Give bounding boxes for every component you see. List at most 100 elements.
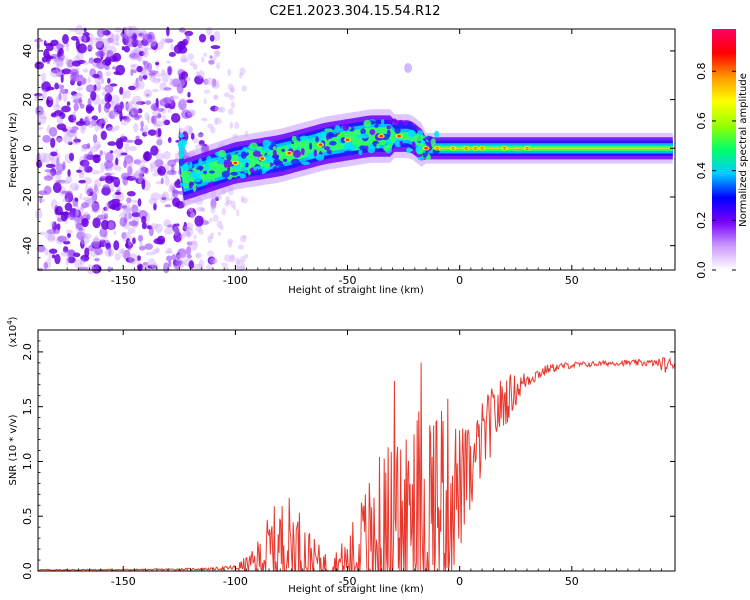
noise-blob [34,61,45,70]
signal-blob [196,169,201,174]
signal-blob [278,164,286,172]
signal-hotspot [397,134,401,138]
noise-blob [241,85,248,92]
noise-blob [90,119,98,127]
noise-blob [218,106,226,113]
noise-blob [183,221,187,231]
noise-blob [108,247,112,257]
signal-blob [365,145,369,150]
noise-blob [128,85,136,91]
noise-blob [212,214,219,223]
noise-blob [76,87,84,91]
noise-blob [79,118,84,124]
noise-blob [103,151,107,156]
noise-blob [130,105,139,116]
noise-blob [180,71,189,80]
noise-blob [191,240,198,246]
noise-blob [63,240,71,245]
noise-blob [52,170,63,176]
noise-blob [144,60,149,70]
signal-blob [210,154,216,159]
signal-hotspot [379,134,383,138]
signal-blob [369,129,376,135]
noise-blob [75,24,84,36]
noise-blob [43,152,51,164]
signal-blob [426,155,431,160]
noise-blob [122,206,132,216]
noise-blob [93,37,99,41]
noise-blob [61,43,70,47]
noise-blob [105,123,113,131]
signal-blob [179,173,189,178]
noise-blob [216,79,220,86]
noise-blob [107,37,114,43]
noise-blob [207,250,214,257]
noise-blob [53,162,63,170]
noise-blob [116,139,124,150]
signal-blob [249,142,258,150]
noise-blob [110,94,120,105]
noise-blob [86,188,94,197]
signal-blob [406,147,412,154]
signal-blob [188,181,193,189]
noise-blob [105,71,111,77]
noise-blob [152,88,159,93]
colorbar: 0.0 0.2 0.4 0.6 0.8 Normalized spectral ampl… [695,29,749,279]
noise-blob [100,162,105,174]
signal-blob [400,122,405,128]
noise-blob [100,238,105,242]
signal-blob [302,145,309,149]
noise-blob [78,179,86,184]
noise-blob [126,190,136,197]
signal-blob [363,119,372,128]
noise-blob [78,97,82,106]
noise-blob [101,186,111,196]
noise-blob [161,196,167,201]
noise-blob [150,164,154,173]
noise-blob [74,136,78,144]
signal-blob [394,127,401,134]
noise-blob [133,122,139,133]
noise-blob [96,28,105,38]
noise-blob [82,196,92,202]
noise-blob [98,239,107,248]
noise-blob [131,204,139,214]
noise-blob [201,117,208,122]
noise-blob [55,174,62,180]
noise-blob [65,57,69,66]
noise-blob [172,197,181,207]
noise-blob [171,95,179,100]
noise-blob [96,118,106,127]
noise-blob [80,239,85,249]
noise-blob [137,108,143,114]
noise-blob [70,91,77,96]
signal-blob [416,134,424,142]
noise-blob [128,212,132,220]
noise-blob [198,259,204,269]
noise-blob [159,193,167,204]
noise-blob [144,112,150,121]
signal-blob [281,148,286,152]
noise-blob [179,234,186,239]
signal-blob [299,135,309,141]
snr-y-scale: (x104) [6,316,19,347]
snr-y-ticks: 0.0 0.5 1.0 1.5 2.0 [21,340,675,580]
signal-blob [354,140,361,145]
noise-blob [84,184,90,195]
noise-blob [241,197,248,204]
noise-blob [120,152,128,156]
noise-blob [77,77,87,85]
noise-blob [55,137,63,142]
noise-blob [195,70,200,77]
noise-blob [125,102,130,112]
noise-blob [124,143,130,153]
noise-blob [44,248,49,256]
signal-blob [205,183,214,188]
noise-blob [85,118,96,128]
noise-blob [50,151,58,157]
noise-blob [77,36,83,41]
signal-blob [414,152,418,156]
noise-blob [159,98,169,107]
noise-blob [163,87,172,91]
noise-blob [101,86,109,91]
